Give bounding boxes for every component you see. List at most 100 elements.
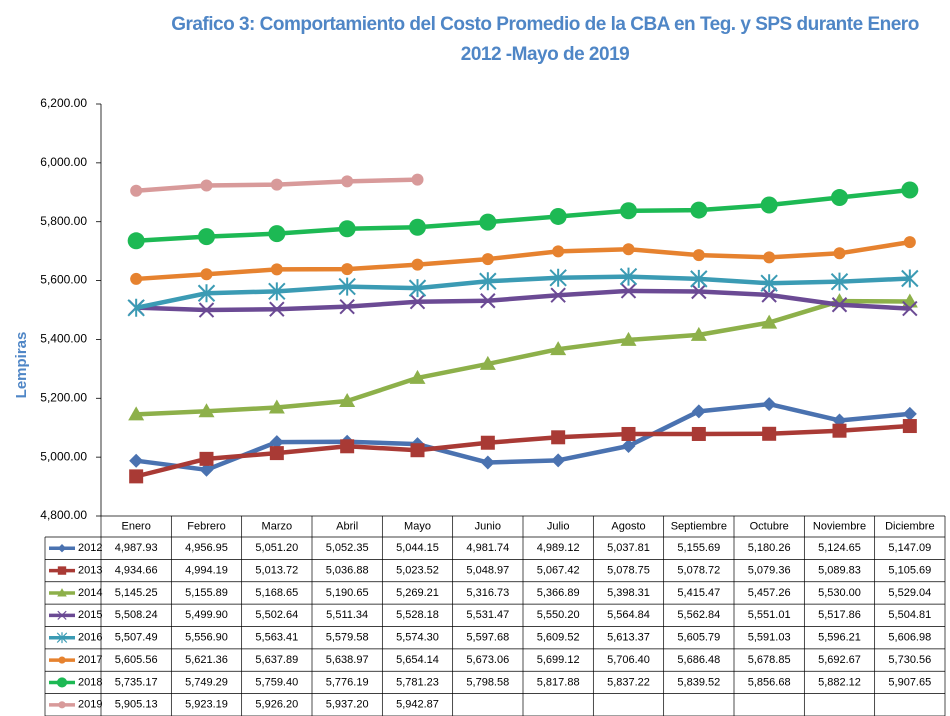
marker (903, 236, 916, 249)
table-value: 5,105.69 (888, 564, 931, 576)
legend-label: 2012 (78, 542, 102, 554)
marker (690, 201, 708, 219)
marker (550, 341, 567, 356)
marker (480, 435, 495, 450)
x-tick-label: Septiembre (671, 520, 727, 532)
marker (268, 225, 286, 243)
table-value: 4,987.93 (115, 542, 158, 554)
marker (410, 443, 425, 458)
x-tick-label: Marzo (262, 520, 293, 532)
marker (479, 213, 497, 231)
marker (129, 469, 144, 484)
marker (761, 287, 777, 303)
table-value: 5,507.49 (115, 632, 158, 644)
marker (902, 419, 917, 434)
marker (620, 283, 637, 299)
table-value: 5,781.23 (396, 676, 439, 688)
table-value: 5,511.34 (326, 609, 368, 621)
table-value: 5,907.65 (888, 676, 931, 688)
table-value: 5,678.85 (748, 654, 791, 666)
table-value: 5,621.36 (185, 654, 228, 666)
marker (409, 369, 426, 384)
table-value: 5,905.13 (115, 699, 158, 711)
marker (130, 184, 143, 197)
marker (763, 251, 776, 264)
table-value: 5,508.24 (115, 609, 158, 621)
marker (269, 446, 284, 461)
series-line (136, 187, 911, 244)
marker (551, 430, 566, 445)
y-axis-label: Lempiras (13, 332, 30, 399)
table-value: 5,155.89 (185, 587, 228, 599)
table-value: 5,366.89 (537, 587, 580, 599)
series-line (136, 298, 910, 417)
table-value: 4,956.95 (185, 542, 228, 554)
table-value: 5,730.56 (888, 654, 931, 666)
x-tick-label: Febrero (187, 520, 226, 532)
marker (57, 543, 67, 553)
marker (832, 423, 847, 438)
marker (339, 298, 355, 315)
marker (481, 253, 494, 266)
marker (760, 274, 778, 293)
table-value: 5,013.72 (255, 564, 298, 576)
table-value: 5,839.52 (677, 676, 720, 688)
marker (199, 462, 214, 477)
y-tick-label: 6,200.00 (40, 96, 87, 110)
legend-marker (57, 543, 67, 553)
marker (552, 245, 565, 258)
marker (269, 301, 285, 317)
marker (619, 267, 638, 286)
legend-label: 2017 (78, 654, 102, 666)
marker (200, 179, 213, 192)
marker (198, 228, 215, 246)
table-value: 5,706.40 (607, 654, 650, 666)
table-value: 5,564.84 (607, 609, 650, 621)
table-value: 5,052.35 (326, 542, 369, 554)
table-value: 5,550.20 (537, 609, 580, 621)
marker (338, 277, 356, 296)
marker (902, 300, 918, 317)
legend-marker (57, 588, 67, 597)
table-value: 5,502.64 (255, 609, 298, 621)
marker (411, 258, 424, 271)
x-tick-label: Noviembre (813, 520, 866, 532)
table-value: 5,147.09 (888, 542, 931, 554)
table-value: 5,190.65 (326, 587, 369, 599)
marker (760, 196, 778, 214)
table-value: 5,180.26 (748, 542, 791, 554)
marker (691, 426, 706, 441)
y-tick-label: 5,400.00 (40, 332, 87, 346)
series-line (135, 423, 910, 479)
marker (831, 297, 848, 313)
table-value: 5,551.01 (748, 609, 791, 621)
table-value: 5,749.29 (185, 676, 228, 688)
legend-label: 2019 (78, 699, 102, 711)
table-value: 5,562.84 (677, 609, 720, 621)
x-tick-label: Octubre (750, 520, 789, 532)
table-value: 5,638.97 (326, 654, 369, 666)
marker (270, 178, 283, 191)
marker (130, 272, 143, 285)
marker (690, 269, 708, 288)
x-tick-label: Abril (336, 520, 358, 532)
table-value: 5,591.03 (748, 632, 791, 644)
table-value: 5,937.20 (326, 699, 369, 711)
table-value: 5,637.89 (255, 654, 298, 666)
table-value: 5,817.88 (537, 676, 580, 688)
legend-marker (57, 610, 67, 620)
marker (341, 175, 354, 188)
marker (338, 220, 356, 238)
table-value: 5,882.12 (818, 676, 861, 688)
marker (901, 269, 919, 288)
y-tick-label: 6,000.00 (40, 155, 87, 169)
marker (198, 403, 215, 418)
table-value: 5,499.90 (185, 609, 228, 621)
marker (341, 263, 354, 276)
marker (199, 451, 214, 466)
table-value: 5,078.75 (607, 564, 650, 576)
legend-label: 2018 (78, 676, 102, 688)
marker (549, 207, 567, 225)
marker (56, 632, 68, 644)
marker (549, 268, 567, 287)
